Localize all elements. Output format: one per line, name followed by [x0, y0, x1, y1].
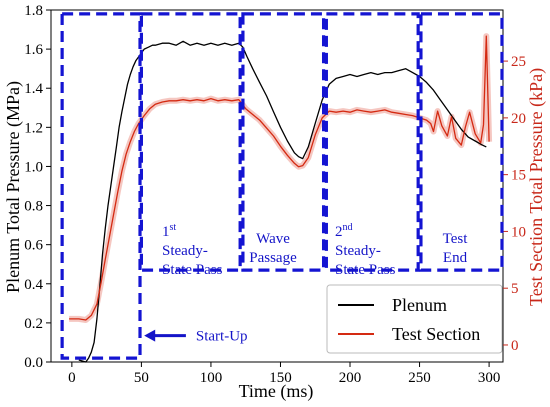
legend: Plenum Test Section	[326, 284, 503, 354]
x-tick-label-100: 100	[200, 370, 223, 386]
y-right-tick-label-5: 5	[511, 281, 519, 297]
y-axis-left-title: Plenum Total Pressure (MPa)	[3, 81, 24, 293]
y-left-tick-label-2: 0.4	[24, 277, 43, 293]
y-left-tick-label-1: 0.2	[24, 316, 43, 332]
y-left-tick-label-0: 0.0	[24, 355, 43, 371]
x-tick-label-250: 250	[408, 370, 431, 386]
legend-frame	[326, 284, 503, 354]
test-section-shadow	[69, 33, 493, 323]
startup-arrow-head	[144, 329, 156, 342]
phase-box-4	[419, 12, 504, 272]
y-left-tick-label-5: 1.0	[24, 159, 43, 175]
series-line-plenum	[78, 40, 487, 363]
phase-box-0	[60, 12, 142, 360]
legend-label-test-section: Test Section	[392, 324, 480, 344]
phase-label-3-line-1: Steady-	[335, 243, 381, 259]
phase-box-1	[139, 12, 242, 272]
series-line-test-section	[69, 35, 490, 321]
x-tick-label-150: 150	[269, 370, 292, 386]
plot-frame	[50, 9, 504, 363]
phase-box-3	[324, 12, 420, 272]
phase-label-4-line-0: Test	[443, 231, 469, 247]
y-right-tick-label-10: 10	[511, 224, 526, 240]
y-right-tick-label-0: 0	[511, 338, 519, 354]
y-left-tick-label-7: 1.4	[24, 81, 43, 97]
x-tick-label-0: 0	[68, 370, 76, 386]
phase-label-1-line-0: 1st	[162, 222, 176, 240]
x-tick-label-50: 50	[134, 370, 149, 386]
phase-label-1-line-2: State Pass	[162, 262, 223, 278]
y-left-tick-label-8: 1.6	[24, 42, 43, 58]
phase-label-1-line-1: Steady-	[162, 243, 208, 259]
y-axis-right-title: Test Section Total Pressure (kPa)	[526, 68, 547, 306]
plot-area: 0 50 100 150 200 250 3000.00.20.40.60.81.01.21…	[24, 3, 526, 386]
y-left-tick-label-9: 1.8	[24, 3, 43, 19]
x-tick-label-300: 300	[478, 370, 501, 386]
y-right-tick-label-15: 15	[511, 168, 526, 184]
y-right-tick-label-20: 20	[511, 111, 526, 127]
phase-label-3-line-0: 2nd	[335, 222, 353, 240]
y-right-tick-label-25: 25	[511, 54, 526, 70]
phase-label-2-line-0: Wave	[256, 231, 290, 247]
phase-label-2-line-1: Passage	[249, 250, 297, 266]
phase-box-2	[241, 12, 326, 272]
legend-label-plenum: Plenum	[392, 295, 447, 315]
x-tick-label-200: 200	[339, 370, 362, 386]
phase-label-4-line-1: End	[443, 250, 468, 266]
startup-annotation-label: Start-Up	[196, 329, 248, 345]
y-left-tick-label-4: 0.8	[24, 199, 43, 215]
startup-annotation: Start-Up	[144, 329, 248, 345]
y-left-tick-label-3: 0.6	[24, 238, 43, 254]
phase-label-3-line-2: State Pass	[335, 262, 396, 278]
x-axis-title: Time (ms)	[239, 381, 314, 402]
y-left-tick-label-6: 1.2	[24, 120, 43, 136]
